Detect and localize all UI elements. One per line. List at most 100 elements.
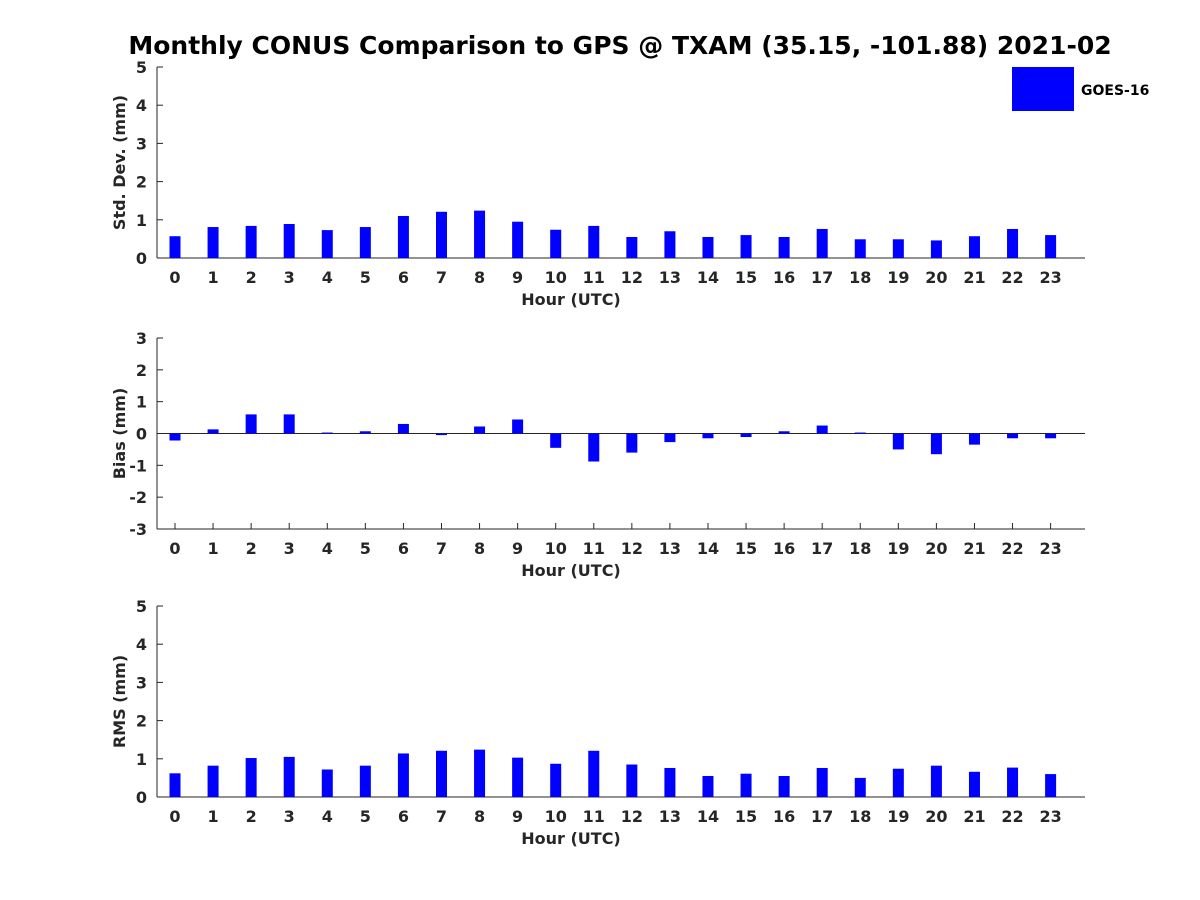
x-tick-label: 0 [169,539,180,558]
bar-hour-11 [588,750,600,797]
x-tick-label: 11 [583,268,605,287]
x-tick-label: 14 [697,268,719,287]
x-tick-label: 9 [512,268,523,287]
bar-hour-6 [397,215,409,258]
bar-hour-7 [435,211,447,258]
x-tick-label: 0 [169,268,180,287]
x-tick-label: 1 [207,807,218,826]
x-tick-label: 23 [1039,268,1061,287]
bar-hour-4 [321,769,333,797]
bar-hour-4 [321,230,333,258]
x-tick-label: 4 [322,807,333,826]
bar-hour-22 [1007,433,1019,439]
bar-hour-18 [854,777,866,797]
x-tick-label: 13 [659,268,681,287]
y-axis-label: Bias (mm) [110,388,129,480]
y-tick-label: 1 [136,211,147,230]
x-tick-label: 18 [849,539,871,558]
bar-hour-5 [359,765,371,797]
bar-hour-19 [892,768,904,797]
bar-hour-20 [930,765,942,797]
bar-hour-7 [435,750,447,797]
bar-hour-9 [512,757,524,797]
x-tick-label: 3 [284,268,295,287]
bar-hour-16 [778,431,790,434]
x-tick-label: 3 [284,807,295,826]
x-tick-label: 21 [963,539,985,558]
x-tick-label: 18 [849,268,871,287]
bar-hour-15 [740,773,752,797]
y-tick-label: 4 [136,635,147,654]
bar-hour-5 [359,431,371,434]
y-tick-label: -3 [129,520,147,539]
y-tick-label: 0 [136,425,147,444]
y-tick-label: 3 [136,673,147,692]
bar-hour-17 [816,228,828,258]
x-tick-label: 7 [436,539,447,558]
bar-hour-7 [435,433,447,436]
x-tick-label: 12 [621,268,643,287]
x-tick-label: 8 [474,268,485,287]
bar-hour-5 [359,227,371,258]
x-tick-label: 9 [512,807,523,826]
x-tick-label: 22 [1001,268,1023,287]
bar-hour-6 [397,753,409,797]
x-tick-label: 10 [545,268,567,287]
legend-swatch [1012,67,1074,111]
bar-hour-15 [740,235,752,258]
x-tick-label: 6 [398,268,409,287]
bar-hour-20 [930,240,942,258]
x-tick-label: 4 [322,539,333,558]
bar-hour-9 [512,419,524,434]
x-tick-label: 22 [1001,807,1023,826]
x-tick-label: 1 [207,539,218,558]
bar-hour-11 [588,433,600,462]
bar-hour-19 [892,239,904,258]
bar-hour-15 [740,433,752,438]
bar-hour-1 [207,765,219,797]
x-tick-label: 5 [360,807,371,826]
y-axis-label: Std. Dev. (mm) [110,95,129,230]
bar-hour-3 [283,756,295,797]
x-tick-label: 10 [545,539,567,558]
x-tick-label: 6 [398,807,409,826]
bar-hour-14 [702,433,714,439]
x-tick-label: 17 [811,268,833,287]
x-tick-label: 20 [925,268,947,287]
y-tick-label: 0 [136,788,147,807]
bar-hour-16 [778,236,790,258]
x-tick-label: 15 [735,539,757,558]
bar-hour-2 [245,758,257,797]
x-tick-label: 14 [697,539,719,558]
x-tick-label: 6 [398,539,409,558]
bar-hour-2 [245,414,257,434]
y-tick-label: -1 [129,456,147,475]
x-tick-label: 12 [621,539,643,558]
bar-hour-14 [702,775,714,797]
x-tick-label: 18 [849,807,871,826]
x-tick-label: 19 [887,268,909,287]
x-tick-label: 13 [659,539,681,558]
x-tick-label: 19 [887,539,909,558]
x-tick-label: 16 [773,807,795,826]
bar-hour-20 [930,433,942,455]
x-tick-label: 11 [583,807,605,826]
x-tick-label: 0 [169,807,180,826]
x-tick-label: 9 [512,539,523,558]
bar-hour-3 [283,224,295,258]
x-tick-label: 15 [735,807,757,826]
x-tick-label: 11 [583,539,605,558]
x-tick-label: 20 [925,539,947,558]
bar-hour-12 [626,433,638,453]
x-tick-label: 16 [773,539,795,558]
x-tick-label: 23 [1039,539,1061,558]
bar-hour-1 [207,227,219,258]
y-tick-label: 2 [136,361,147,380]
y-tick-label: 0 [136,249,147,268]
legend: GOES-16 [1012,67,1149,111]
bar-hour-10 [550,229,562,258]
y-axis-label: RMS (mm) [110,655,129,748]
bar-hour-13 [664,231,676,258]
bar-hour-23 [1045,774,1057,797]
